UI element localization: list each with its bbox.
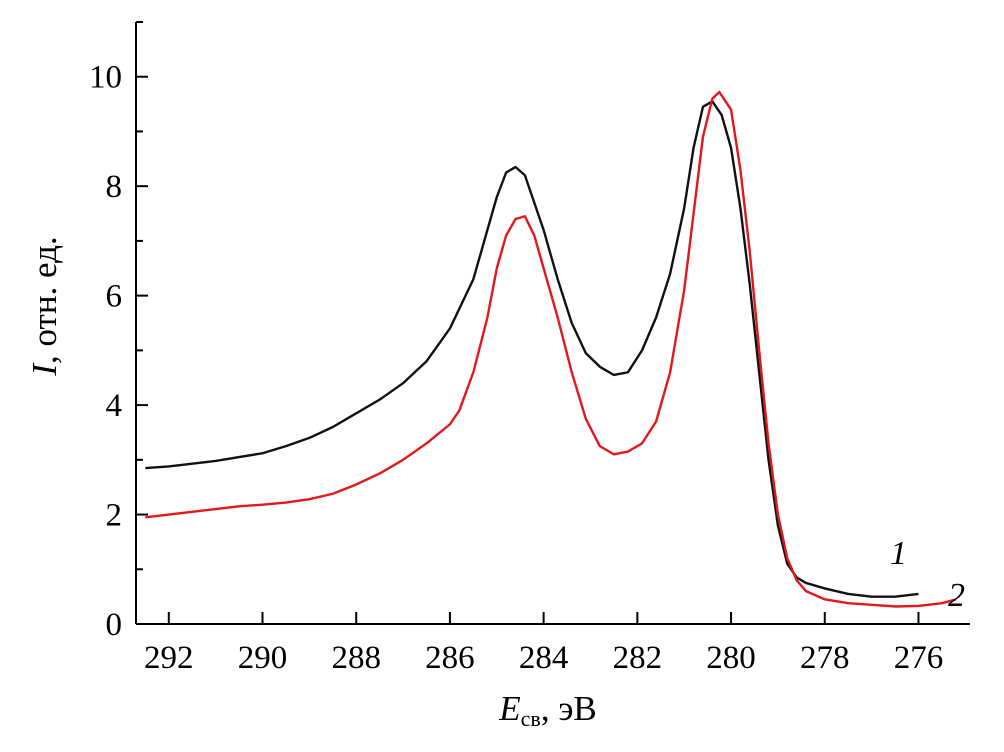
x-tick-label: 292 xyxy=(144,640,194,676)
y-tick-label: 0 xyxy=(106,607,123,643)
x-axis-unit: , эВ xyxy=(541,689,597,728)
x-axis-symbol: E xyxy=(498,689,520,728)
x-tick-label: 282 xyxy=(613,640,663,676)
y-tick-label: 4 xyxy=(106,388,123,424)
x-tick-label: 284 xyxy=(519,640,569,676)
x-ticks: 292 290 288 286 284 282 280 278 276 xyxy=(144,612,943,676)
y-axis-label: I, отн. ед. xyxy=(25,236,64,376)
curve-label-2: 2 xyxy=(948,577,965,614)
y-axis-unit: , отн. ед. xyxy=(25,236,64,364)
labels-layer: Eсв, эВ I, отн. ед. 1 2 xyxy=(25,236,965,731)
series-line-2 xyxy=(145,90,957,608)
x-tick-label: 286 xyxy=(425,640,475,676)
x-axis-subscript: св xyxy=(521,706,541,731)
curve-label-1: 1 xyxy=(890,535,907,572)
y-tick-label: 6 xyxy=(106,279,123,315)
series-layer xyxy=(145,90,957,608)
y-tick-label: 2 xyxy=(106,498,123,534)
x-tick-label: 278 xyxy=(800,640,850,676)
y-ticks: 0 2 4 6 8 10 xyxy=(89,21,148,643)
x-tick-label: 288 xyxy=(331,640,381,676)
x-tick-label: 280 xyxy=(706,640,756,676)
axes xyxy=(135,22,970,625)
y-tick-label: 8 xyxy=(106,169,123,205)
series-line-1 xyxy=(145,100,919,598)
x-tick-label: 276 xyxy=(894,640,944,676)
x-tick-label: 290 xyxy=(238,640,288,676)
y-tick-label: 10 xyxy=(89,60,122,96)
x-axis-label: Eсв, эВ xyxy=(498,689,596,731)
y-axis-symbol: I xyxy=(25,362,64,377)
